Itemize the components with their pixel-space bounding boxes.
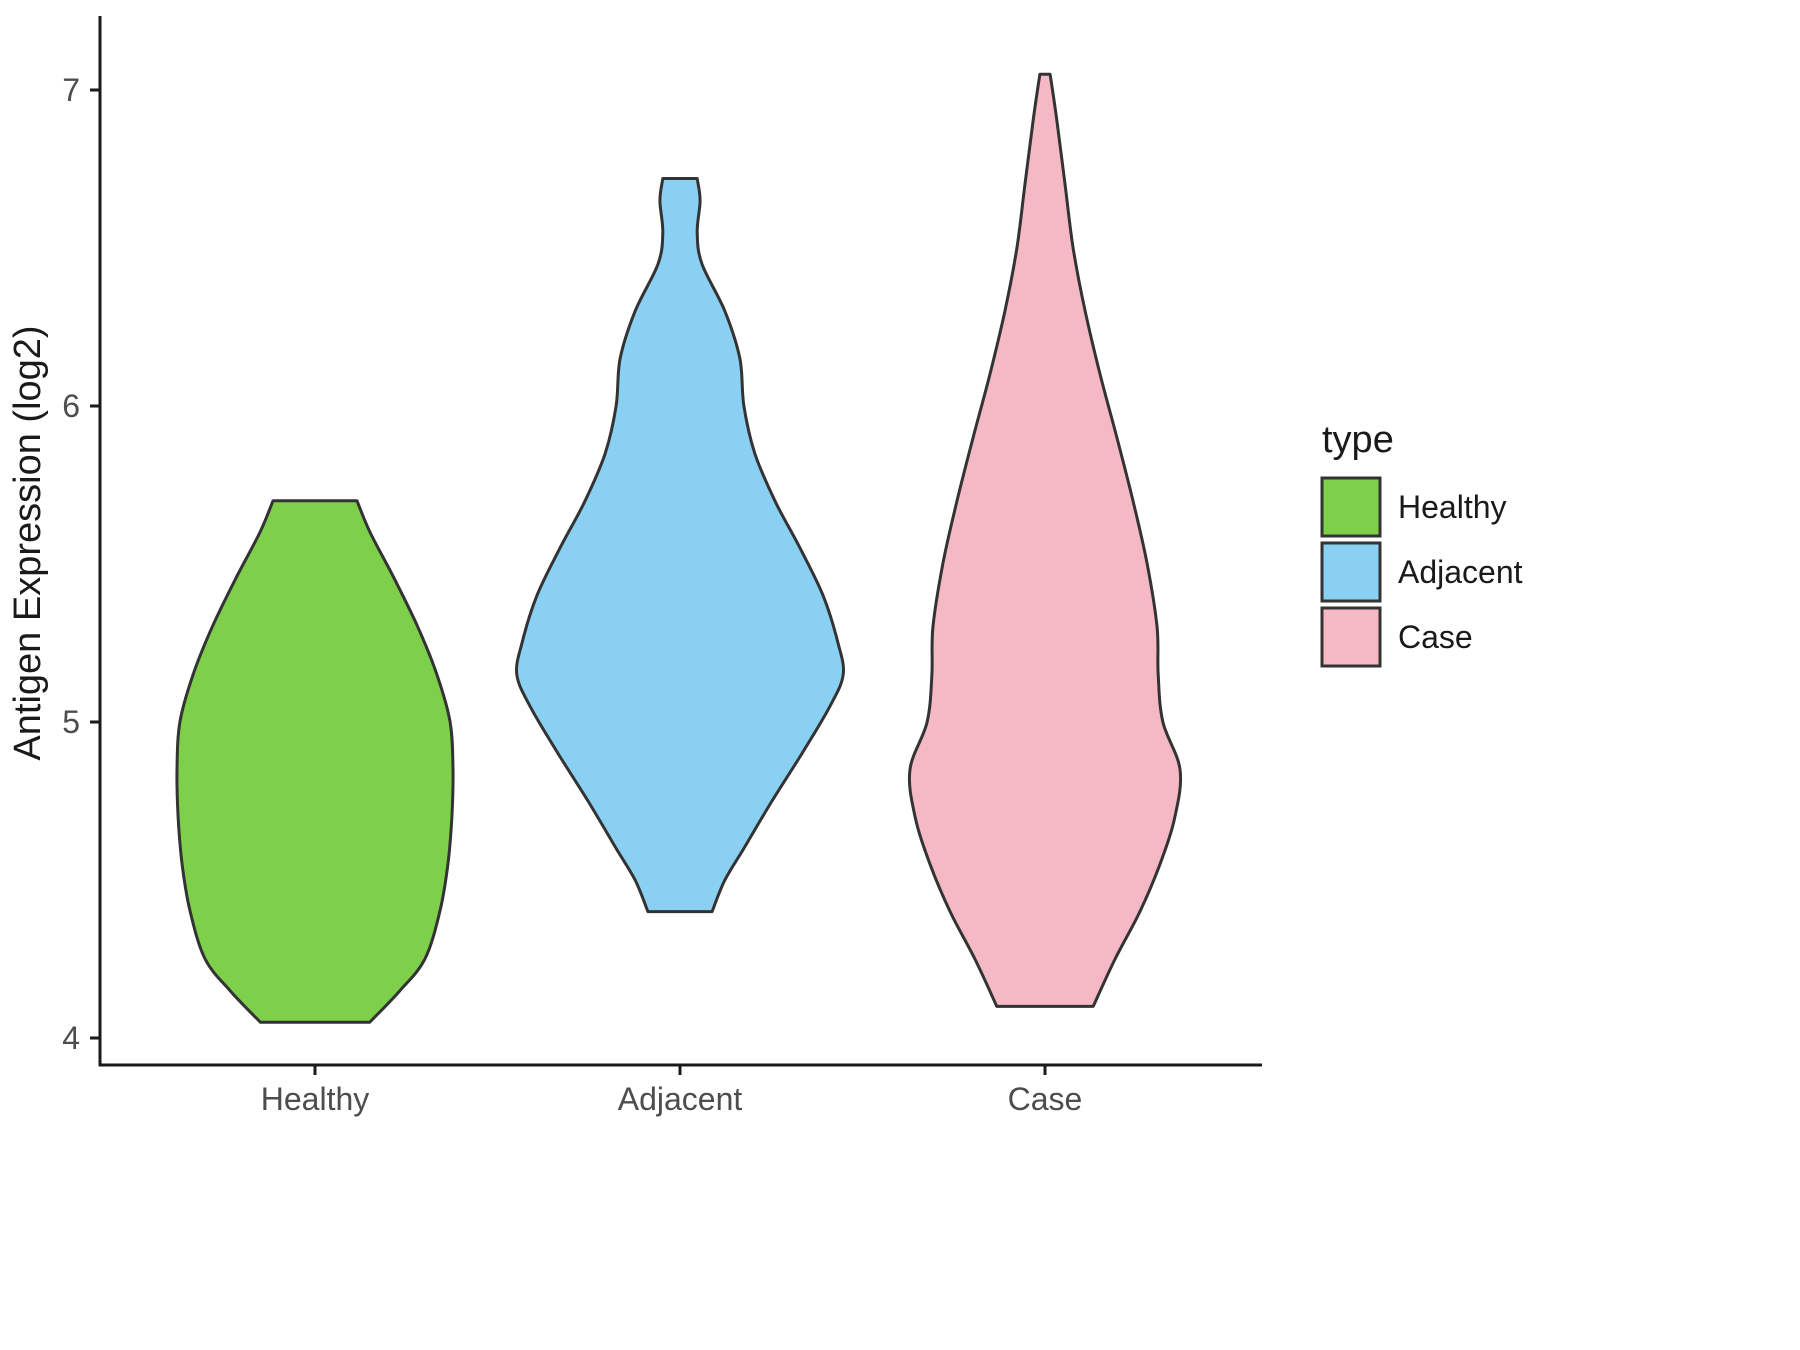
y-tick-label: 5 bbox=[62, 704, 80, 740]
y-tick-label: 6 bbox=[62, 388, 80, 424]
x-tick-label-healthy: Healthy bbox=[261, 1081, 370, 1117]
legend-item-case: Case bbox=[1320, 606, 1473, 668]
legend-label-healthy: Healthy bbox=[1398, 489, 1507, 525]
violin-case bbox=[907, 72, 1183, 1008]
x-tick-label-case: Case bbox=[1008, 1081, 1083, 1117]
violin-healthy bbox=[175, 499, 455, 1024]
y-axis-title: Antigen Expression (log2) bbox=[7, 325, 49, 760]
legend-title: type bbox=[1322, 419, 1394, 461]
legend-label-case: Case bbox=[1398, 619, 1473, 655]
legend-item-healthy: Healthy bbox=[1320, 476, 1507, 538]
y-tick-label: 7 bbox=[62, 72, 80, 108]
legend-label-adjacent: Adjacent bbox=[1398, 554, 1523, 590]
y-tick-label: 4 bbox=[62, 1020, 80, 1056]
x-tick-label-adjacent: Adjacent bbox=[618, 1081, 743, 1117]
violin-adjacent bbox=[515, 177, 845, 914]
x-axis: Healthy Adjacent Case bbox=[98, 1063, 1262, 1117]
violins bbox=[175, 72, 1183, 1024]
legend-swatch-case bbox=[1320, 606, 1382, 668]
legend-swatch-healthy bbox=[1320, 476, 1382, 538]
y-axis: 4 5 6 7 bbox=[62, 16, 102, 1067]
legend-swatch-adjacent bbox=[1320, 541, 1382, 603]
legend-item-adjacent: Adjacent bbox=[1320, 541, 1523, 603]
